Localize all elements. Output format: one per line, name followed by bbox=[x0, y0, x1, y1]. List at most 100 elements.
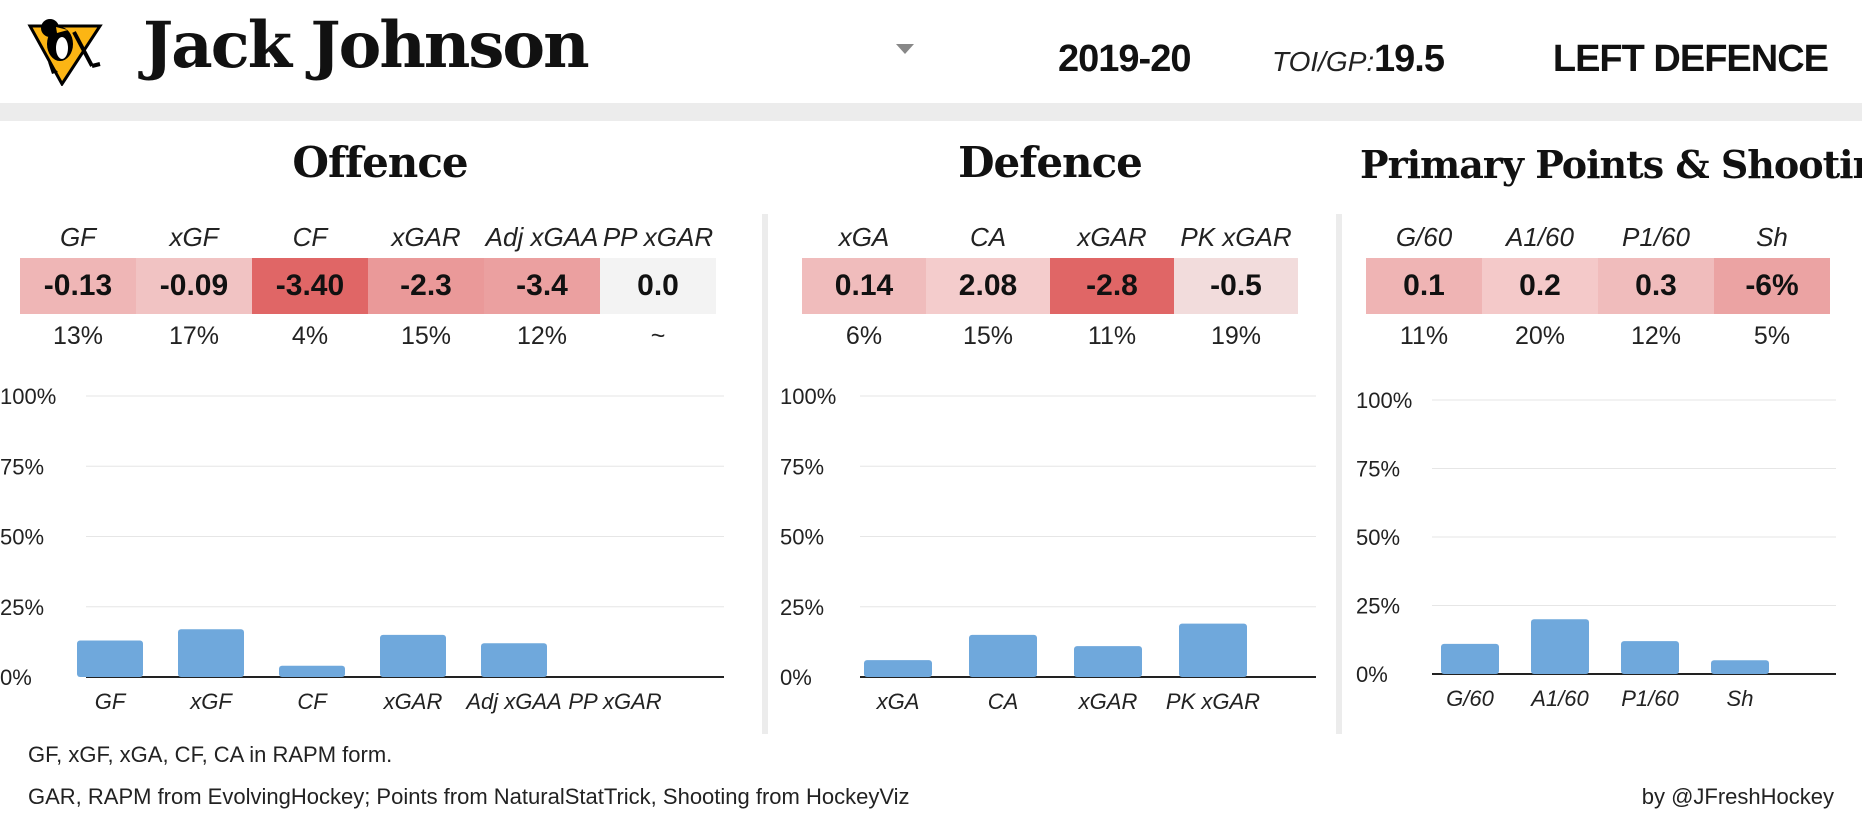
metric-header: PK xGAR bbox=[1180, 222, 1292, 252]
author-credit: by @JFreshHockey bbox=[1641, 784, 1834, 809]
y-tick-label: 50% bbox=[0, 525, 44, 550]
metric-header: xGA bbox=[838, 222, 890, 252]
offence-bar-chart: 0% 25% 50% 75% 100% GF xGF CF xGAR Adj xGAA PP xGA… bbox=[0, 384, 724, 714]
bar bbox=[380, 634, 446, 677]
y-tick-label: 100% bbox=[0, 384, 56, 409]
y-tick-label: 0% bbox=[1356, 662, 1388, 687]
metric-header: Adj xGAA bbox=[485, 222, 599, 252]
metric-value-cell: -2.3 bbox=[368, 258, 484, 314]
metric-value-cell: 2.08 bbox=[926, 258, 1050, 314]
player-select-caret-icon[interactable] bbox=[896, 44, 914, 54]
x-tick-label: CF bbox=[297, 689, 328, 714]
metric-percentile: 12% bbox=[516, 322, 568, 350]
y-tick-label: 0% bbox=[0, 665, 32, 690]
bar bbox=[77, 640, 143, 677]
metric-value-cell: -2.8 bbox=[1050, 258, 1174, 314]
metric-header: GF bbox=[59, 222, 97, 252]
metric-value-cell: 0.14 bbox=[802, 258, 926, 314]
footnote-rapm: GF, xGF, xGA, CF, CA in RAPM form. bbox=[28, 742, 393, 767]
metric-percentile: 19% bbox=[1210, 322, 1262, 350]
toi-value: 19.5 bbox=[1374, 38, 1445, 80]
metric-percentile: 20% bbox=[1514, 322, 1566, 350]
bar bbox=[178, 629, 244, 677]
toi-label: TOI/GP: bbox=[1272, 46, 1375, 77]
metric-percentile: ~ bbox=[650, 322, 666, 350]
y-tick-label: 50% bbox=[780, 525, 824, 550]
metric-percentile: 5% bbox=[1753, 322, 1791, 350]
header-divider bbox=[0, 103, 1862, 121]
bar bbox=[1179, 623, 1247, 677]
y-tick-label: 100% bbox=[780, 384, 836, 409]
x-tick-label: Adj xGAA bbox=[464, 689, 561, 714]
metric-value-cell: -0.5 bbox=[1174, 258, 1298, 314]
metric-header: P1/60 bbox=[1622, 222, 1690, 252]
penguins-logo-icon bbox=[27, 19, 103, 86]
x-tick-label: G/60 bbox=[1446, 686, 1494, 711]
metric-percentile: 11% bbox=[1087, 322, 1137, 350]
player-position: LEFT DEFENCE bbox=[1552, 38, 1829, 80]
x-tick-label: P1/60 bbox=[1621, 686, 1679, 711]
section-divider bbox=[762, 214, 768, 734]
metric-value-cell: -6% bbox=[1714, 258, 1830, 314]
x-tick-label: CA bbox=[988, 689, 1019, 714]
metric-header: CF bbox=[292, 222, 328, 252]
metric-value-cell: -3.40 bbox=[252, 258, 368, 314]
bar bbox=[481, 643, 547, 677]
metric-header: xGAR bbox=[1077, 222, 1147, 252]
points-shooting-bar-chart: 0% 25% 50% 75% 100% G/60 A1/60 P1/60 Sh bbox=[1356, 388, 1836, 711]
x-tick-label: GF bbox=[95, 689, 127, 714]
metric-percentile: 12% bbox=[1630, 322, 1682, 350]
y-tick-label: 0% bbox=[780, 665, 812, 690]
footnote-sources: GAR, RAPM from EvolvingHockey; Points fr… bbox=[28, 784, 910, 809]
metric-value-cell: -0.09 bbox=[136, 258, 252, 314]
x-tick-label: PK xGAR bbox=[1166, 689, 1260, 714]
bar bbox=[1531, 619, 1589, 674]
metric-percentile: 6% bbox=[845, 322, 883, 350]
y-tick-label: 75% bbox=[0, 454, 44, 479]
metric-value-cell: 0.1 bbox=[1366, 258, 1482, 314]
bar bbox=[864, 660, 932, 677]
y-tick-label: 25% bbox=[1356, 594, 1400, 619]
bar bbox=[969, 634, 1037, 677]
metric-header: CA bbox=[969, 222, 1007, 252]
metric-percentile: 11% bbox=[1399, 322, 1449, 350]
x-tick-label: xGF bbox=[189, 689, 233, 714]
metric-value-cell: 0.0 bbox=[600, 258, 716, 314]
bar bbox=[1621, 641, 1679, 674]
metric-header: xGAR bbox=[391, 222, 461, 252]
x-tick-label: xGA bbox=[876, 689, 920, 714]
y-tick-label: 50% bbox=[1356, 525, 1400, 550]
metric-percentile: 17% bbox=[168, 322, 220, 350]
player-name: Jack Johnson bbox=[143, 8, 590, 83]
metric-header: Sh bbox=[1756, 222, 1788, 252]
metric-header: A1/60 bbox=[1506, 222, 1574, 252]
metric-value-cell: 0.2 bbox=[1482, 258, 1598, 314]
metric-header: PP xGAR bbox=[602, 222, 714, 252]
bar bbox=[1074, 646, 1142, 677]
bar bbox=[279, 665, 345, 677]
metric-percentile: 13% bbox=[52, 322, 104, 350]
y-tick-label: 25% bbox=[780, 595, 824, 620]
metric-value-cell: -0.13 bbox=[20, 258, 136, 314]
defence-bar-chart: 0% 25% 50% 75% 100% xGA CA xGAR PK xGAR bbox=[780, 384, 1316, 714]
x-tick-label: PP xGAR bbox=[568, 689, 661, 714]
bar bbox=[1711, 660, 1769, 674]
y-tick-label: 75% bbox=[780, 454, 824, 479]
section-title-offence: Offence bbox=[292, 138, 468, 187]
y-tick-label: 75% bbox=[1356, 457, 1400, 482]
metric-percentile: 15% bbox=[400, 322, 452, 350]
metric-header: G/60 bbox=[1395, 222, 1453, 252]
metric-value-cell: -3.4 bbox=[484, 258, 600, 314]
section-title-points-shooting: Primary Points & Shooting bbox=[1360, 142, 1862, 187]
metric-header: xGF bbox=[169, 222, 219, 252]
x-tick-label: xGAR bbox=[383, 689, 443, 714]
x-tick-label: Sh bbox=[1727, 686, 1754, 711]
y-tick-label: 100% bbox=[1356, 388, 1412, 413]
metric-percentile: 4% bbox=[291, 322, 329, 350]
x-tick-label: xGAR bbox=[1078, 689, 1138, 714]
bar bbox=[1441, 643, 1499, 674]
section-divider bbox=[1336, 214, 1342, 734]
x-tick-label: A1/60 bbox=[1529, 686, 1589, 711]
section-title-defence: Defence bbox=[958, 138, 1143, 187]
metric-percentile: 15% bbox=[962, 322, 1014, 350]
